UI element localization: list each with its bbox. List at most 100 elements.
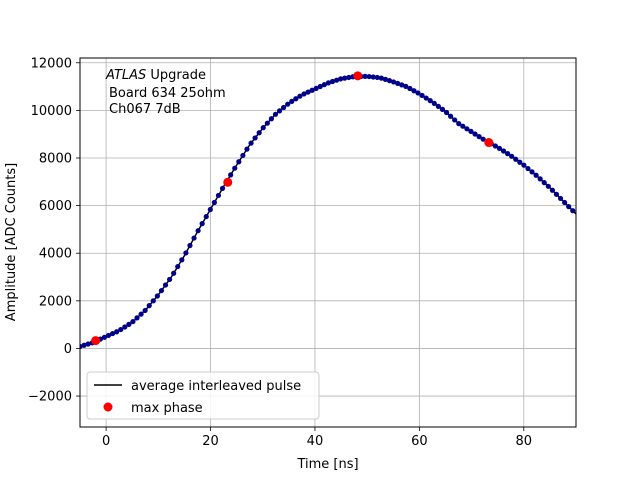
sample-point <box>403 83 409 89</box>
sample-point <box>195 228 201 234</box>
sample-point <box>228 172 234 178</box>
sample-point <box>162 282 169 288</box>
sample-point <box>118 326 124 333</box>
sample-point <box>215 192 222 199</box>
sample-point <box>476 134 482 140</box>
sample-point <box>431 100 437 107</box>
sample-point <box>395 80 401 87</box>
sample-point <box>285 101 291 107</box>
sample-point <box>134 315 140 321</box>
sample-point <box>435 103 441 109</box>
annotation: ATLAS Upgrade Board 634 25ohm Ch067 7dB <box>105 68 226 117</box>
sample-point <box>289 98 295 104</box>
sample-point <box>464 126 470 132</box>
sample-point <box>549 187 556 193</box>
sample-point <box>122 324 128 330</box>
max-phase-point <box>484 138 494 148</box>
max-phase-point <box>223 177 233 187</box>
sample-point <box>252 135 258 141</box>
sample-point <box>305 89 311 95</box>
sample-point <box>321 82 327 88</box>
sample-point <box>468 128 474 134</box>
sample-point <box>105 332 112 339</box>
sample-point <box>191 235 197 241</box>
sample-point <box>154 293 160 299</box>
sample-point <box>557 195 564 202</box>
sample-point <box>443 109 450 116</box>
sample-point <box>362 73 368 79</box>
sample-point <box>338 76 344 82</box>
x-tick-label: 60 <box>411 434 428 449</box>
sample-point <box>211 199 217 206</box>
sample-point <box>452 117 458 123</box>
y-tick-label: 4000 <box>39 247 72 262</box>
sample-point <box>150 298 156 304</box>
sample-point <box>293 96 299 102</box>
sample-point <box>166 276 173 283</box>
sample-point <box>142 307 148 314</box>
sample-point <box>309 87 315 93</box>
sample-point <box>399 82 405 88</box>
y-tick-label: −2000 <box>28 390 72 405</box>
annotation-atlas: ATLAS <box>105 68 146 83</box>
plot-frame <box>79 57 577 428</box>
sample-point <box>101 334 108 340</box>
sample-point <box>114 329 120 335</box>
sample-point <box>171 270 177 276</box>
sample-point <box>517 159 523 165</box>
sample-point <box>158 287 165 294</box>
sample-point <box>126 321 132 327</box>
sample-point <box>415 90 421 96</box>
sample-point <box>325 80 332 86</box>
sample-point <box>317 83 323 90</box>
sample-point <box>333 77 340 83</box>
sample-point <box>232 165 238 171</box>
sample-point <box>264 120 270 126</box>
legend: average interleaved pulse max phase <box>86 371 320 420</box>
x-tick-label: 80 <box>516 434 533 449</box>
sample-point <box>138 311 144 317</box>
sample-point <box>439 106 446 112</box>
sample-point <box>480 136 486 142</box>
sample-point <box>146 303 152 309</box>
y-tick-label: 2000 <box>39 294 72 309</box>
sample-point <box>342 75 348 81</box>
sample-point <box>370 74 376 80</box>
max-phase-point <box>91 336 101 346</box>
sample-point <box>374 74 380 81</box>
sample-point <box>419 92 425 99</box>
sample-point <box>256 130 262 136</box>
sample-point <box>260 125 266 131</box>
sample-point <box>240 152 246 159</box>
sample-point <box>541 180 547 186</box>
sample-point <box>207 206 213 213</box>
sample-point <box>130 318 136 325</box>
sample-point <box>500 148 507 154</box>
sample-point <box>244 146 250 152</box>
sample-point <box>85 341 91 347</box>
sample-point <box>553 191 560 197</box>
legend-dot-swatch <box>103 402 113 412</box>
sample-point <box>382 76 389 82</box>
sample-point <box>219 185 226 191</box>
x-axis-label: Time [ns] <box>296 457 358 472</box>
sample-point <box>460 123 466 129</box>
y-axis-ticks: −2000 0 2000 4000 6000 8000 10000 12000 <box>28 56 80 405</box>
sample-point <box>281 104 287 111</box>
grid <box>80 58 576 427</box>
sample-point <box>175 263 181 270</box>
sample-point <box>521 162 527 168</box>
sample-point <box>545 183 551 189</box>
sample-point <box>183 250 189 256</box>
sample-point <box>562 199 568 206</box>
sample-point <box>297 93 303 99</box>
sample-point <box>533 172 539 178</box>
sample-point <box>276 108 283 114</box>
sample-point <box>236 159 242 165</box>
sample-point <box>456 121 462 127</box>
x-axis-ticks: 0 20 40 60 80 <box>102 427 532 449</box>
sample-point <box>566 204 572 210</box>
sample-point <box>179 257 185 263</box>
sample-point <box>329 78 336 85</box>
sample-point <box>513 156 519 162</box>
